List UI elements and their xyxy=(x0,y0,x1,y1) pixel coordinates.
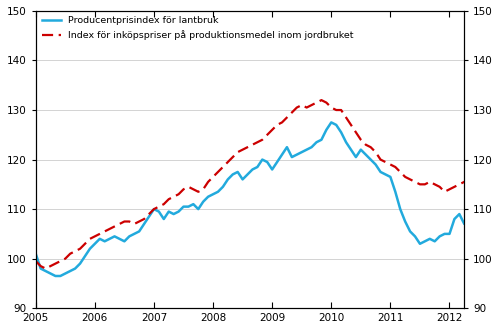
Line: Index för inköpspriser på produktionsmedel inom jordbruket: Index för inköpspriser på produktionsmed… xyxy=(36,83,500,269)
Producentprisindex för lantbruk xyxy=(166,210,172,214)
Line: Producentprisindex för lantbruk: Producentprisindex för lantbruk xyxy=(36,78,500,276)
Index för inköpspriser på produktionsmedel inom jordbruket xyxy=(324,101,330,105)
Index för inköpspriser på produktionsmedel inom jordbruket xyxy=(348,123,354,127)
Producentprisindex för lantbruk xyxy=(52,274,59,278)
Producentprisindex för lantbruk xyxy=(215,190,221,194)
Index för inköpspriser på produktionsmedel inom jordbruket xyxy=(42,267,48,271)
Index för inköpspriser på produktionsmedel inom jordbruket xyxy=(220,165,226,169)
Legend: Producentprisindex för lantbruk, Index för inköpspriser på produktionsmedel inom: Producentprisindex för lantbruk, Index f… xyxy=(38,13,358,44)
Producentprisindex för lantbruk xyxy=(210,192,216,196)
Index för inköpspriser på produktionsmedel inom jordbruket xyxy=(32,259,38,263)
Index för inköpspriser på produktionsmedel inom jordbruket xyxy=(274,123,280,127)
Producentprisindex för lantbruk xyxy=(358,148,364,152)
Producentprisindex för lantbruk xyxy=(32,252,38,256)
Index för inköpspriser på produktionsmedel inom jordbruket xyxy=(62,257,68,261)
Index för inköpspriser på produktionsmedel inom jordbruket xyxy=(97,232,103,236)
Producentprisindex för lantbruk xyxy=(131,232,137,236)
